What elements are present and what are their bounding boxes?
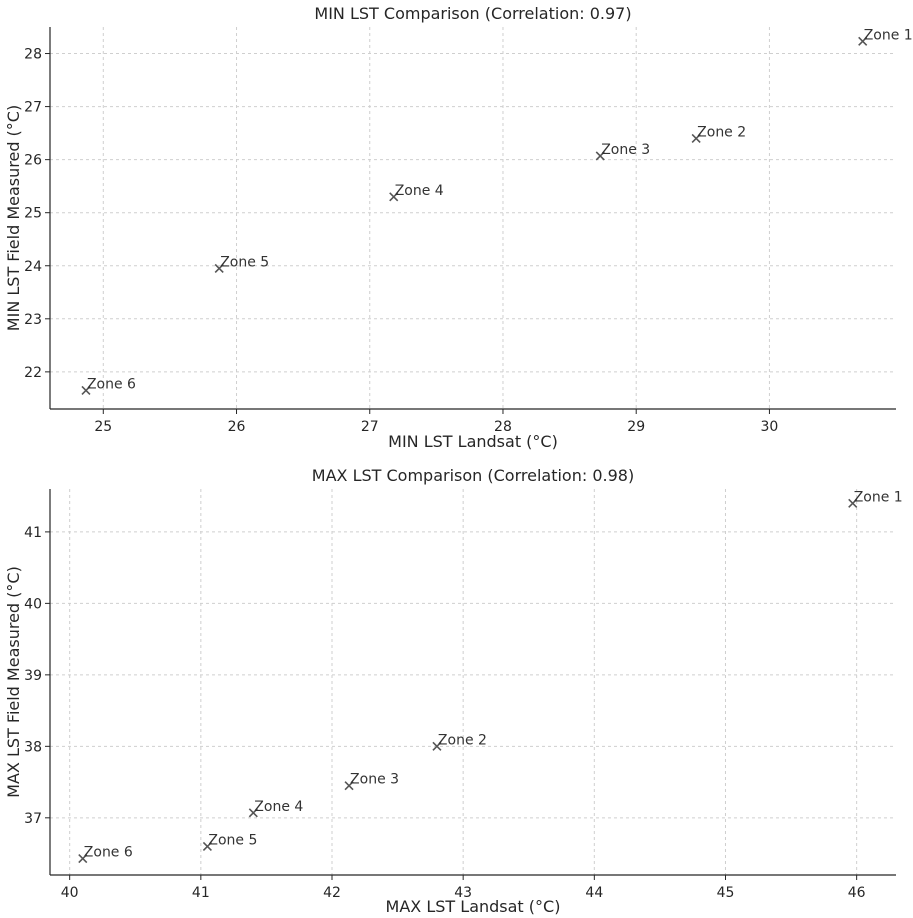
y-tick-label: 28 — [24, 47, 42, 63]
x-axis-label: MAX LST Landsat (°C) — [386, 897, 561, 916]
data-point-label: Zone 5 — [220, 254, 269, 270]
x-tick-label: 46 — [848, 885, 866, 901]
data-point-label: Zone 4 — [254, 799, 303, 815]
marker-stroke — [81, 385, 91, 395]
data-point-label: Zone 6 — [84, 845, 133, 861]
y-axis-label: MAX LST Field Measured (°C) — [4, 566, 23, 798]
data-point-marker — [432, 741, 442, 751]
data-point-marker — [344, 781, 354, 791]
marker-stroke — [595, 151, 605, 161]
y-tick-label: 25 — [24, 206, 42, 222]
x-tick-label: 42 — [323, 885, 341, 901]
y-tick-label: 22 — [24, 365, 42, 381]
data-point-marker — [214, 263, 224, 273]
y-tick-label: 24 — [24, 259, 42, 275]
y-tick-label: 26 — [24, 153, 42, 169]
x-tick-label: 40 — [61, 885, 79, 901]
marker-stroke — [691, 133, 701, 143]
x-tick-label: 41 — [192, 885, 210, 901]
x-tick-label: 30 — [761, 419, 779, 435]
marker-stroke — [248, 808, 258, 818]
data-point-label: Zone 1 — [854, 489, 903, 505]
x-tick-label: 28 — [494, 419, 512, 435]
y-tick-label: 38 — [24, 739, 42, 755]
x-tick-label: 43 — [454, 885, 472, 901]
max-lst-scatter-panel: 40 41 42 43 44 45 46 37 38 39 40 41 MAX LST Comparis… — [4, 466, 903, 916]
y-tick-label: 41 — [24, 525, 42, 541]
data-point-label: Zone 5 — [208, 832, 257, 848]
data-point-label: Zone 6 — [87, 376, 136, 392]
y-tick-label: 23 — [24, 312, 42, 328]
marker-stroke — [214, 263, 224, 273]
data-point-label: Zone 3 — [601, 142, 650, 158]
data-point-label: Zone 2 — [697, 124, 746, 140]
x-tick-label: 29 — [627, 419, 645, 435]
data-point-marker — [81, 385, 91, 395]
min-lst-scatter-panel: 25 26 27 28 29 30 22 23 24 25 26 27 28 MIN LST Compar… — [4, 4, 913, 451]
data-point-marker — [248, 808, 258, 818]
marker-stroke — [344, 781, 354, 791]
y-axis-label: MIN LST Field Measured (°C) — [4, 105, 23, 331]
y-tick-label: 40 — [24, 596, 42, 612]
data-point-marker — [848, 498, 858, 508]
x-tick-label: 45 — [717, 885, 735, 901]
y-tick-label: 39 — [24, 668, 42, 684]
marker-stroke — [202, 841, 212, 851]
x-tick-label: 44 — [585, 885, 603, 901]
y-tick-label: 27 — [24, 100, 42, 116]
marker-stroke — [848, 498, 858, 508]
data-point-marker — [78, 853, 88, 864]
y-tick-label: 37 — [24, 811, 42, 827]
data-point-label: Zone 1 — [864, 27, 913, 43]
x-tick-label: 25 — [94, 419, 112, 435]
x-tick-label: 26 — [228, 419, 246, 435]
marker-stroke — [389, 192, 399, 202]
data-point-label: Zone 3 — [350, 772, 399, 788]
data-point-marker — [389, 192, 399, 202]
data-point-label: Zone 2 — [438, 732, 487, 748]
marker-stroke — [432, 741, 442, 751]
x-axis-label: MIN LST Landsat (°C) — [388, 432, 558, 451]
x-tick-label: 27 — [361, 419, 379, 435]
data-point-marker — [858, 36, 868, 46]
chart-title: MIN LST Comparison (Correlation: 0.97) — [314, 4, 631, 23]
data-point-label: Zone 4 — [395, 183, 444, 199]
chart-title: MAX LST Comparison (Correlation: 0.98) — [312, 466, 634, 485]
data-point-marker — [595, 151, 605, 161]
data-point-marker — [691, 133, 701, 143]
marker-stroke — [78, 853, 88, 864]
marker-stroke — [858, 36, 868, 46]
data-point-marker — [202, 841, 212, 851]
